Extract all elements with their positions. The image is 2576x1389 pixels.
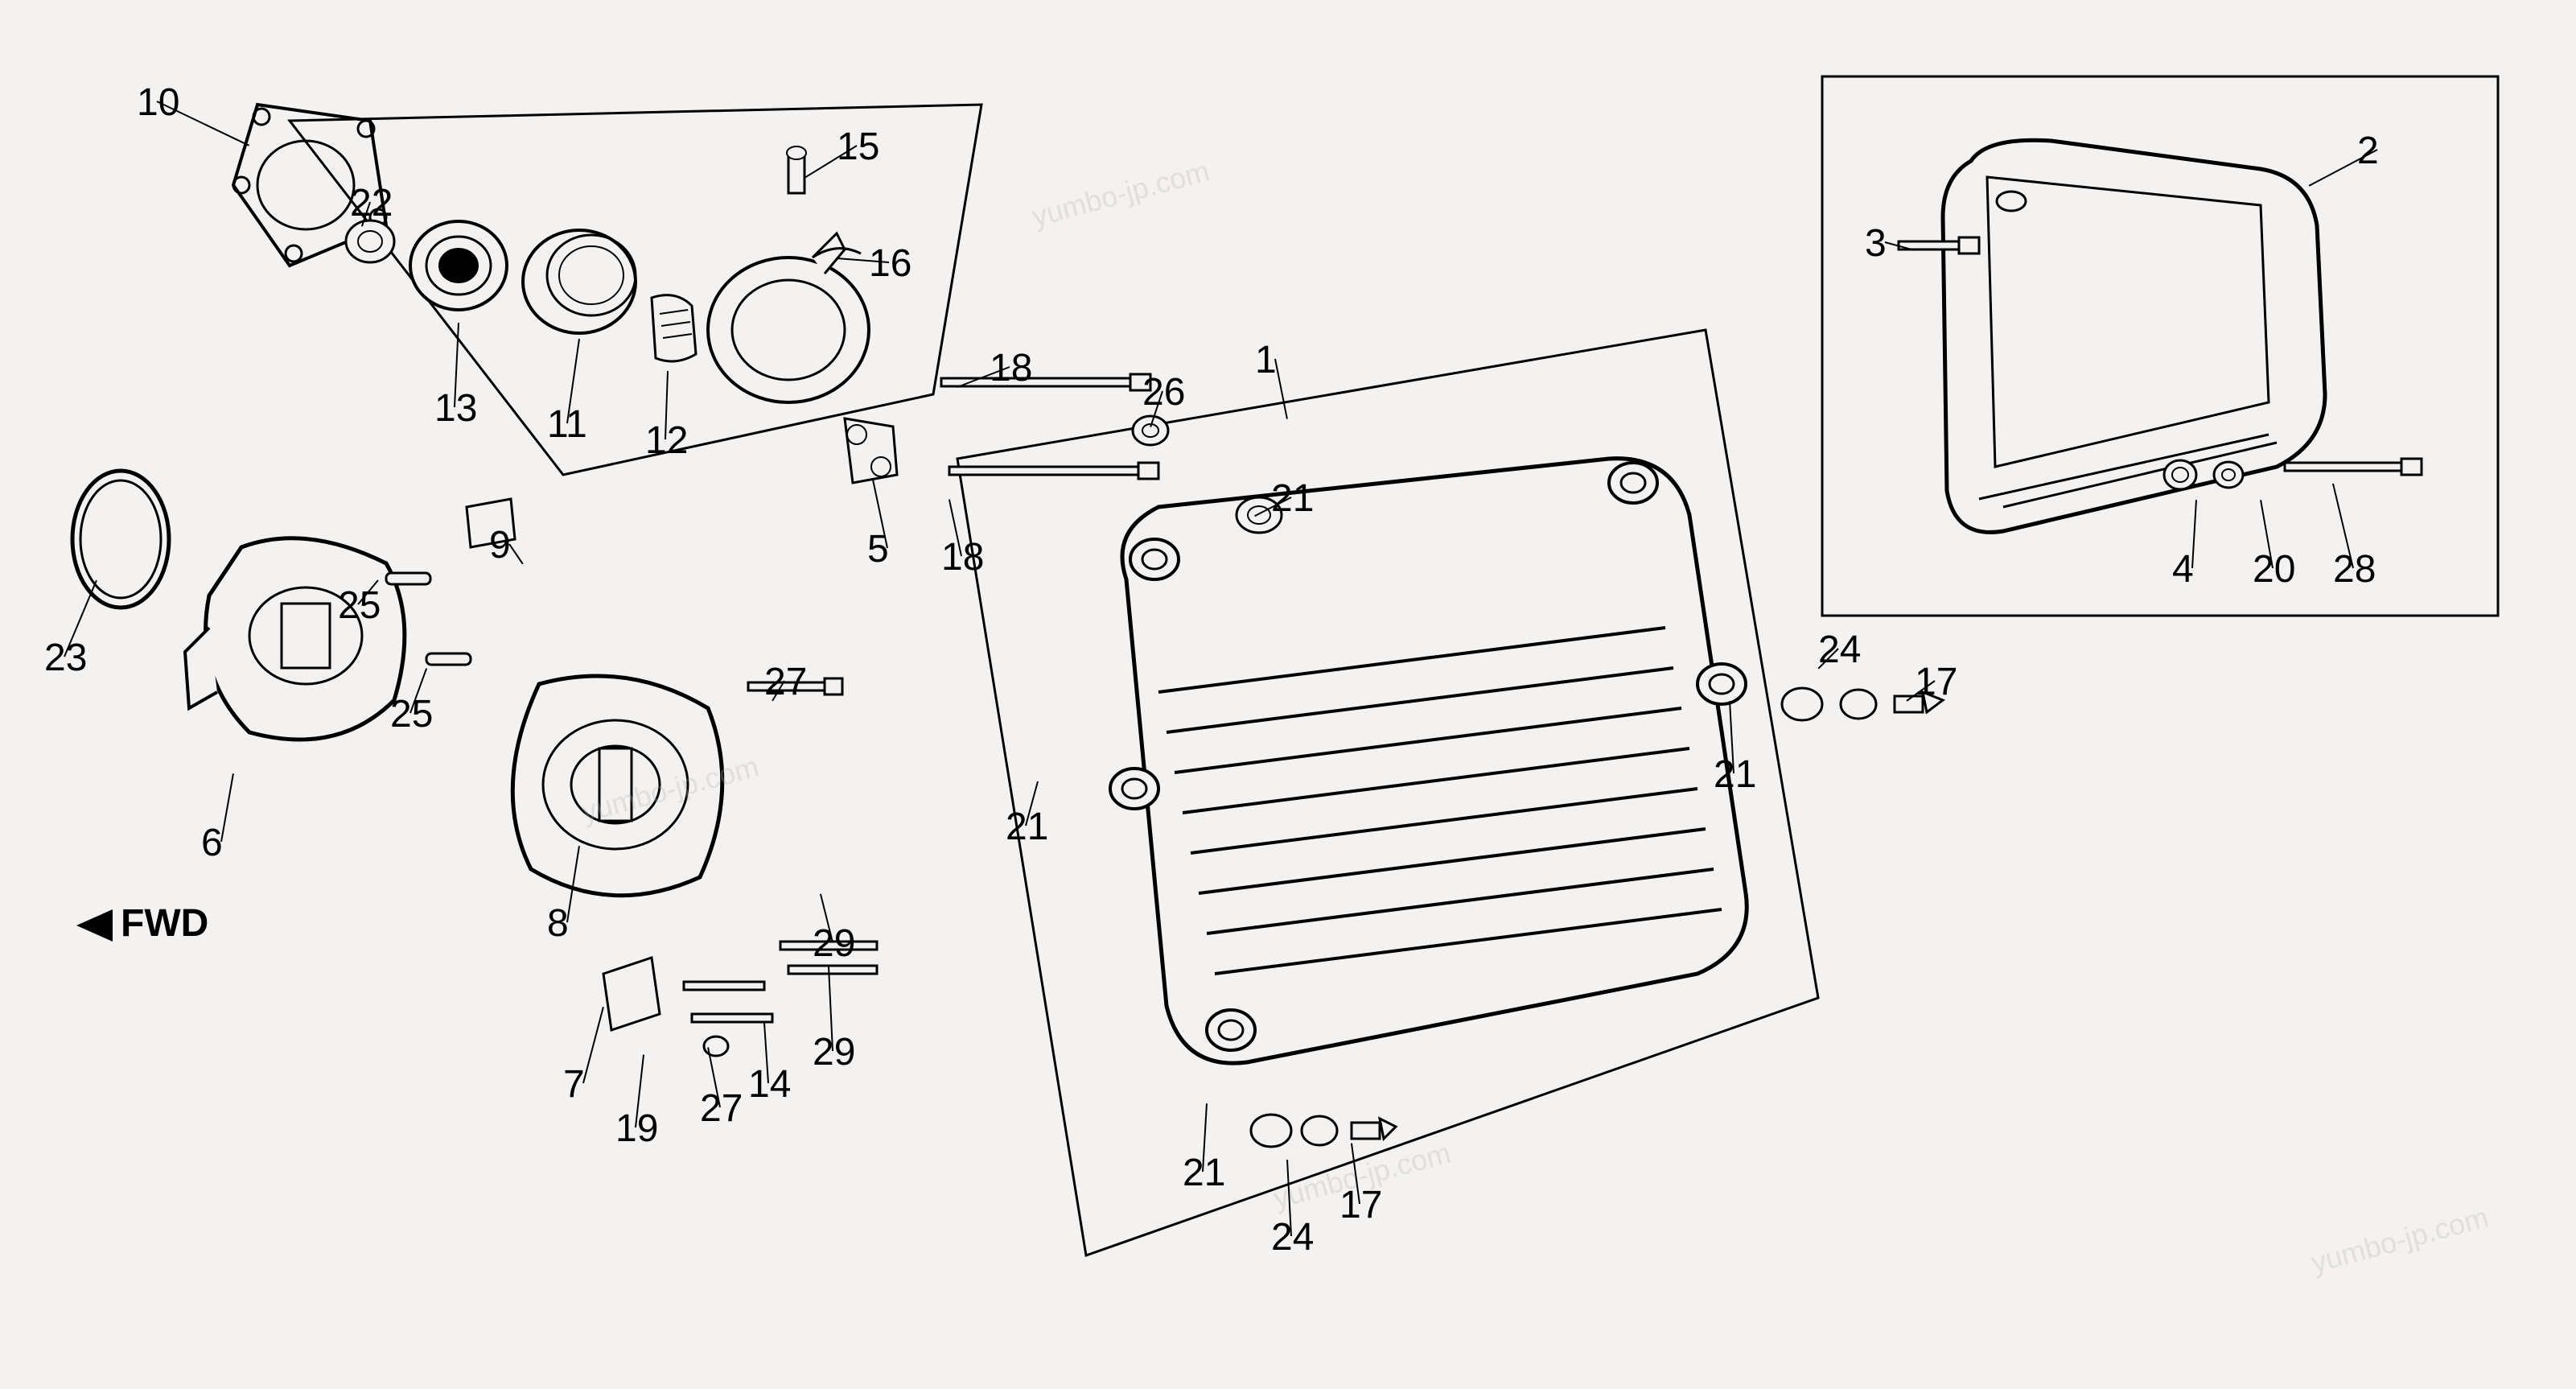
callout-number: 6 bbox=[201, 821, 223, 865]
callout-number: 21 bbox=[1006, 805, 1048, 849]
callout-number: 9 bbox=[489, 523, 511, 567]
watermark: yumbo-jp.com bbox=[1028, 154, 1212, 233]
callout-number: 27 bbox=[764, 660, 807, 704]
callout-number: 12 bbox=[645, 418, 688, 463]
callout-number: 7 bbox=[563, 1062, 585, 1107]
callout-number: 17 bbox=[1339, 1183, 1382, 1227]
callout-number: 14 bbox=[748, 1062, 791, 1107]
callout-number: 4 bbox=[2172, 547, 2194, 591]
callout-number: 11 bbox=[547, 402, 587, 447]
callout-number: 15 bbox=[837, 125, 879, 169]
pump-body bbox=[161, 499, 434, 789]
callout-number: 18 bbox=[990, 346, 1032, 390]
nut-26 bbox=[1126, 410, 1175, 451]
bolt-28 bbox=[2277, 443, 2438, 491]
diagram-container: FWD yumbo-jp.com yumbo-jp.com yumbo-jp.c… bbox=[0, 0, 2576, 1389]
fwd-arrow-icon bbox=[76, 909, 113, 942]
callout-number: 8 bbox=[547, 901, 569, 946]
callout-number: 24 bbox=[1271, 1215, 1314, 1259]
callout-number: 27 bbox=[700, 1086, 743, 1131]
callout-number: 26 bbox=[1142, 370, 1185, 414]
bracket-5 bbox=[821, 402, 917, 499]
cover-panel bbox=[1907, 121, 2357, 571]
callout-number: 20 bbox=[2253, 547, 2295, 591]
bolt-3 bbox=[1891, 225, 1987, 274]
callout-number: 3 bbox=[1865, 221, 1887, 266]
nut-washer-4-20 bbox=[2156, 451, 2285, 499]
thermostat-housing bbox=[467, 644, 756, 934]
washer-screw-lower bbox=[1239, 1094, 1400, 1167]
callout-number: 18 bbox=[941, 535, 984, 579]
callout-number: 24 bbox=[1818, 628, 1861, 672]
fwd-label: FWD bbox=[121, 901, 208, 946]
wire-16 bbox=[804, 233, 869, 274]
callout-number: 5 bbox=[867, 527, 889, 571]
callout-number: 1 bbox=[1255, 338, 1277, 382]
callout-number: 21 bbox=[1271, 476, 1314, 521]
callout-number: 16 bbox=[869, 241, 911, 286]
callout-number: 29 bbox=[813, 921, 855, 966]
callout-number: 23 bbox=[44, 636, 87, 680]
finned-cover bbox=[1046, 435, 1802, 1094]
callout-number: 25 bbox=[390, 692, 433, 736]
bearing-11 bbox=[515, 217, 644, 346]
dowel-25a bbox=[378, 563, 442, 596]
callout-number: 22 bbox=[350, 181, 393, 225]
callout-number: 25 bbox=[338, 583, 381, 628]
callout-number: 17 bbox=[1915, 660, 1957, 704]
sensor-15 bbox=[772, 145, 821, 209]
callout-number: 28 bbox=[2333, 547, 2376, 591]
callout-number: 21 bbox=[1714, 752, 1756, 797]
callout-number: 29 bbox=[813, 1030, 855, 1074]
seal-13 bbox=[402, 209, 515, 322]
watermark: yumbo-jp.com bbox=[2307, 1200, 2492, 1280]
